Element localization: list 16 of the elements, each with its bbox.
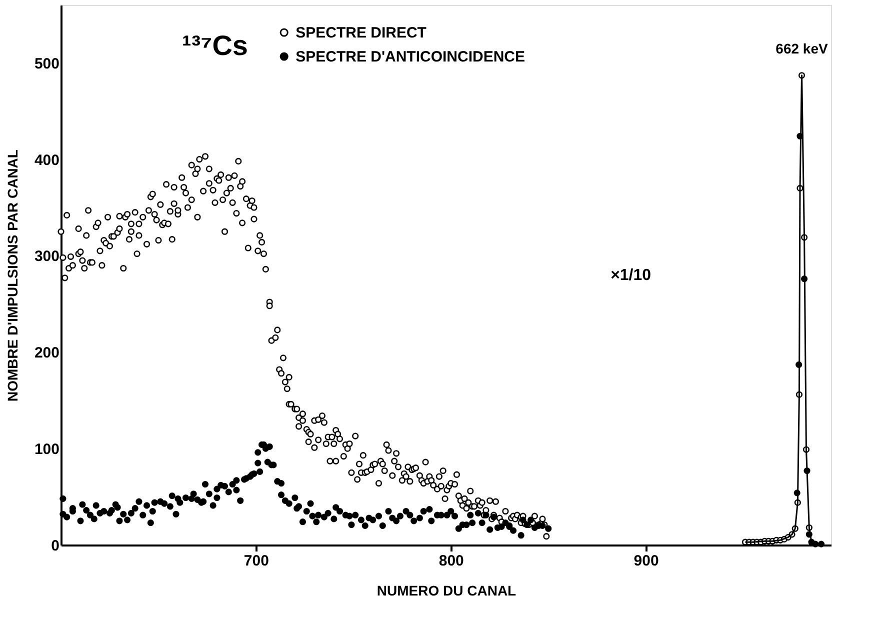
annotation: ×1/10 [610, 267, 652, 284]
y-tick-label: 200 [34, 344, 60, 362]
x-tick-label: 900 [634, 552, 659, 570]
y-tick-label: 0 [51, 538, 60, 554]
y-tick-label: 500 [34, 55, 60, 72]
annotation: 662 keV [776, 40, 828, 56]
legend-label: SPECTRE DIRECT [296, 24, 426, 42]
legend-label: SPECTRE D'ANTICOINCIDENCE [296, 48, 526, 66]
x-tick-label: 800 [438, 552, 464, 570]
x-tick-label: 700 [244, 552, 269, 570]
y-tick-label: 100 [34, 441, 60, 458]
y-axis-title: NOMBRE D'IMPULSIONS PAR CANAL [4, 149, 20, 402]
annotation: ¹³⁷Cs [182, 30, 248, 61]
y-tick-label: 300 [34, 248, 60, 266]
y-tick-label: 400 [34, 152, 60, 169]
x-axis-title: NUMERO DU CANAL [376, 582, 517, 598]
